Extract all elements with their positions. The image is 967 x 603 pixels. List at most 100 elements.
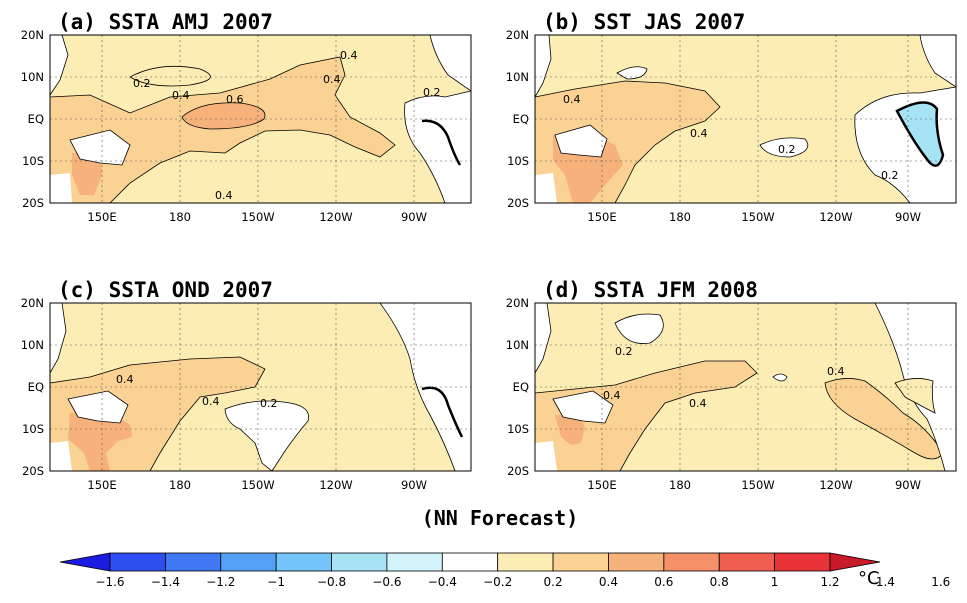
lon-tick: 90W (401, 210, 427, 224)
lat-tick: 10S (22, 154, 44, 168)
lon-axis: 150E 180 150W 120W 90W (87, 210, 427, 224)
colorbar-swatch (552, 552, 609, 572)
colorbar-swatch (109, 552, 166, 572)
contour-label: 0.4 (340, 49, 358, 62)
lon-tick: 150E (587, 478, 616, 492)
colorbar-tick-label: −0.4 (428, 575, 457, 589)
lon-tick: 180 (169, 210, 191, 224)
contour-label: 0.2 (778, 143, 796, 156)
colorbar-swatch (386, 552, 443, 572)
warm-shading-0-4 (50, 57, 395, 203)
contour-label: 0.4 (323, 73, 341, 86)
panel-frame (49, 34, 472, 204)
colorbar-tick-label: −0.6 (372, 575, 401, 589)
lat-tick: 20N (506, 28, 529, 42)
lon-tick: 120W (319, 478, 352, 492)
lon-tick: 90W (895, 478, 921, 492)
lat-tick: 20S (507, 196, 529, 210)
colorbar-tick-label: −1 (267, 575, 285, 589)
panel-frame (534, 34, 957, 204)
lat-tick: 10S (507, 154, 529, 168)
panel-a: (a) SSTA AMJ 2007 0.2 0.4 0.4 0.6 0.4 0.… (21, 10, 472, 224)
lat-tick: 20S (507, 464, 529, 478)
lon-tick: 150E (87, 210, 116, 224)
lon-tick: 150W (241, 210, 274, 224)
gridlines (50, 303, 471, 471)
warm-shading-0-6 (555, 415, 585, 445)
lon-tick: 120W (819, 478, 852, 492)
colorbar-tick-label: −1.2 (206, 575, 235, 589)
zero-contour-east (421, 119, 462, 166)
lon-tick: 180 (669, 478, 691, 492)
gridlines (50, 35, 471, 203)
lat-axis: 20N 10N EQ 10S 20S (21, 296, 44, 478)
lon-tick: 150W (741, 478, 774, 492)
lat-tick: 20S (22, 464, 44, 478)
colorbar-swatch (774, 552, 831, 572)
lon-axis: 150E 180 150W 120W 90W (587, 478, 921, 492)
land-indonesia (554, 124, 608, 158)
lat-tick: EQ (28, 112, 44, 126)
colorbar-tick-label: −1.6 (95, 575, 124, 589)
lat-tick: 10N (506, 70, 529, 84)
colorbar-tick-label: −0.8 (317, 575, 346, 589)
colorbar-tick-label: 1.2 (820, 575, 839, 589)
lon-tick: 150E (87, 478, 116, 492)
lat-tick: 10S (22, 422, 44, 436)
land-australia (535, 173, 557, 203)
lat-tick: 10N (506, 338, 529, 352)
gridlines (535, 303, 956, 471)
contour-label: 0.2 (260, 397, 278, 410)
contour-label: 0.4 (827, 365, 845, 378)
land-americas (919, 34, 957, 88)
lat-tick: 20N (21, 296, 44, 310)
colorbar-tick-label: 1 (771, 575, 779, 589)
colorbar-swatch (663, 552, 720, 572)
lon-tick: 180 (169, 478, 191, 492)
lat-axis: 20N 10N EQ 10S 20S (21, 28, 44, 210)
lat-tick: 10N (21, 338, 44, 352)
warm-shading-west (72, 153, 102, 195)
contour-label: 0.4 (689, 397, 707, 410)
panel-frame (49, 302, 472, 472)
colorbar-swatch (718, 552, 776, 572)
colorbar-swatch (441, 552, 499, 572)
lon-axis: 150E 180 150W 120W 90W (87, 478, 427, 492)
contour-label: 0.4 (215, 189, 233, 202)
lon-axis: 150E 180 150W 120W 90W (587, 210, 921, 224)
colorbar-swatch (608, 552, 665, 572)
lat-tick: 10N (21, 70, 44, 84)
contour-label: 0.4 (563, 93, 581, 106)
colorbar-tick-label: 0.4 (599, 575, 618, 589)
colorbar-tick-label: 0.2 (544, 575, 563, 589)
contour-label: 0.2 (133, 77, 151, 90)
colorbar-arrow-high (829, 552, 881, 572)
lat-tick: 10S (507, 422, 529, 436)
contour-label: 0.4 (690, 127, 708, 140)
contour-label: 0.6 (226, 93, 244, 106)
warm-shading-0-6 (68, 411, 132, 471)
land-australia (50, 441, 72, 471)
near-zero-spot (772, 373, 788, 382)
near-zero-region-north (614, 313, 664, 344)
colorbar-tick-label: 0.8 (710, 575, 729, 589)
land-indonesia (67, 390, 129, 424)
lat-tick: 20N (21, 28, 44, 42)
colorbar-arrow-low (59, 552, 111, 572)
contour-0-4 (49, 56, 396, 204)
lat-tick: 20N (506, 296, 529, 310)
gridlines (535, 35, 956, 203)
forecast-caption: (NN Forecast) (422, 506, 579, 530)
contour-label: 0.2 (881, 169, 899, 182)
lon-tick: 150W (741, 210, 774, 224)
zero-contour-east (421, 386, 464, 438)
colorbar-tick-label: 1.4 (876, 575, 895, 589)
land-indonesia (552, 390, 614, 424)
colorbar-tick-label: −1.4 (151, 575, 180, 589)
lon-tick: 120W (819, 210, 852, 224)
panel-b: (b) SST JAS 2007 0.4 0.4 0.2 0.2 20N 10N… (506, 10, 957, 224)
contour-label: 0.4 (172, 89, 190, 102)
land-australia (535, 441, 557, 471)
lon-tick: 150W (241, 478, 274, 492)
